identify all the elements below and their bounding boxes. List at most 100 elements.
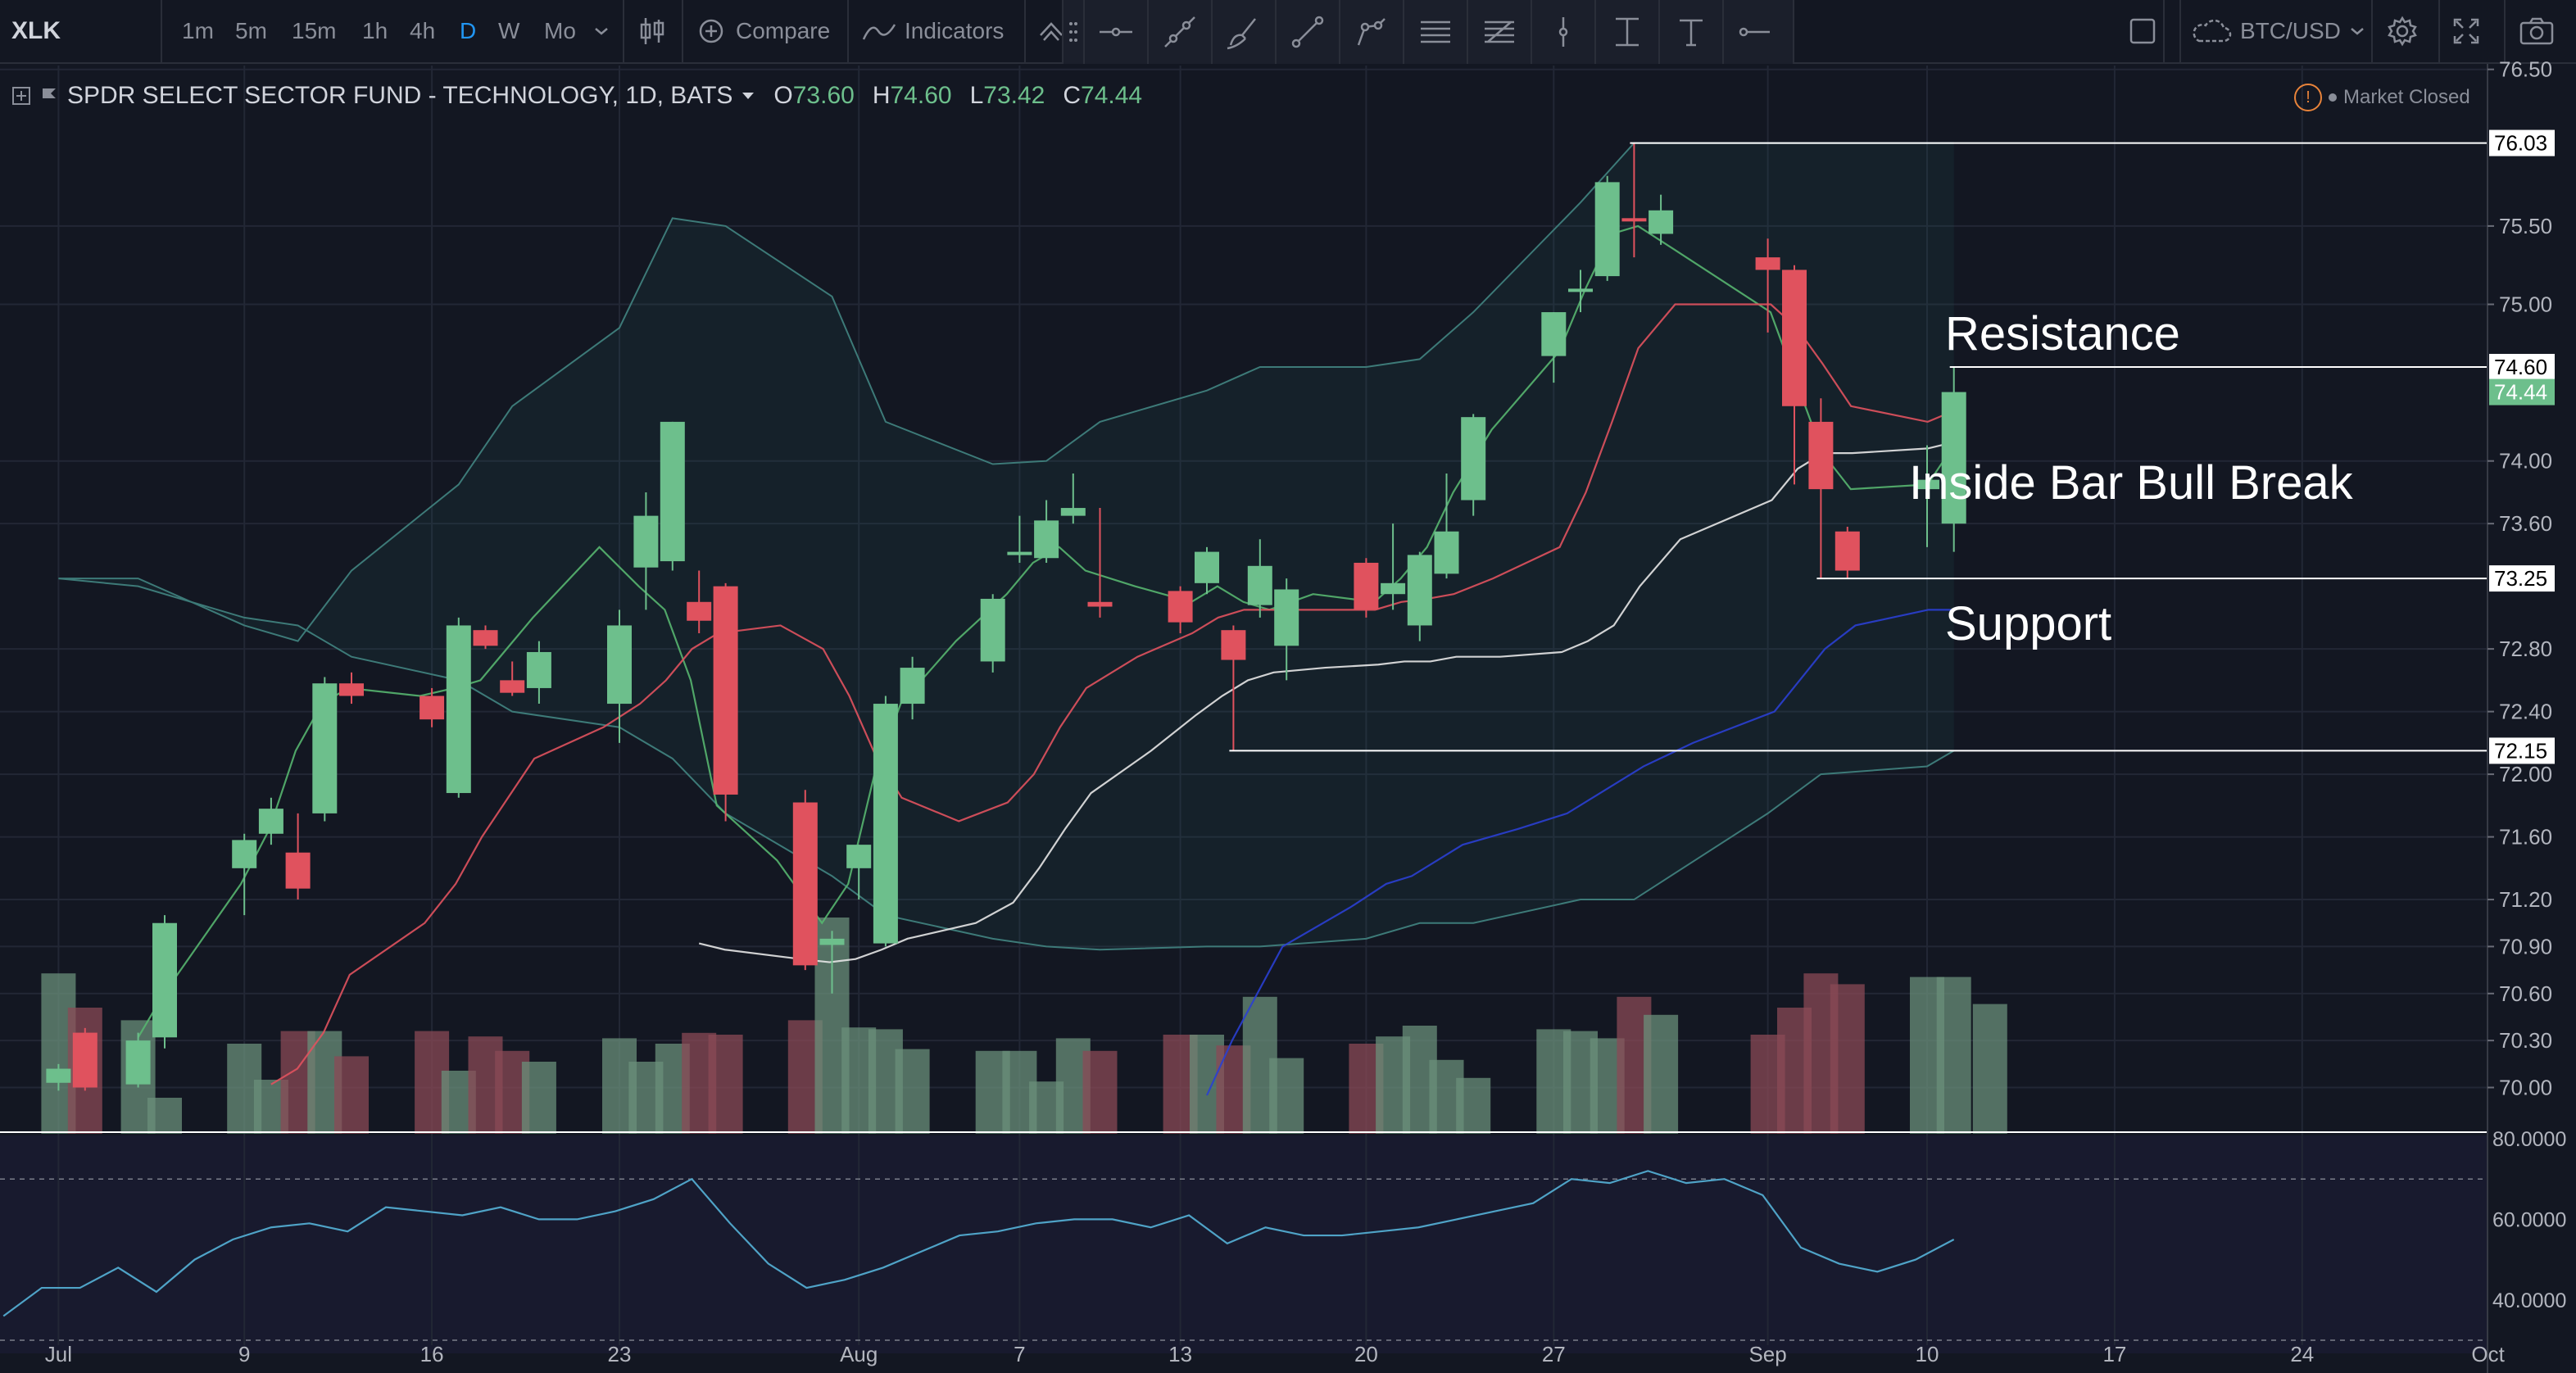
toolbar-separator xyxy=(2438,0,2440,62)
candle-body xyxy=(258,809,283,834)
fib-tool[interactable] xyxy=(1468,0,1532,64)
symbol-search[interactable]: XLK xyxy=(11,17,61,44)
price-range-tool[interactable] xyxy=(1596,0,1660,64)
compare-button[interactable]: Compare xyxy=(698,0,830,62)
interval-15m[interactable]: 15m xyxy=(292,18,337,43)
line-tool[interactable] xyxy=(1277,0,1340,64)
price-marker-label: 72.15 xyxy=(2494,738,2547,763)
fullscreen-button[interactable] xyxy=(2451,0,2481,62)
candles-group xyxy=(46,143,1966,1091)
candle-body xyxy=(1407,555,1432,626)
caret-down-icon[interactable] xyxy=(741,91,755,101)
interval-mo[interactable]: Mo xyxy=(544,18,576,43)
candle-body xyxy=(846,845,872,868)
candle-body xyxy=(285,852,311,889)
settings-button[interactable] xyxy=(2386,0,2419,62)
chevron-down-icon xyxy=(2351,28,2364,35)
candle-body xyxy=(1808,421,1834,490)
time-tick-label: Aug xyxy=(840,1342,878,1366)
rsi-tick-label: 60.0000 xyxy=(2492,1208,2566,1231)
candle-body xyxy=(1274,589,1299,646)
toolbar-separator xyxy=(161,0,162,62)
time-tick-label: Jul xyxy=(45,1342,72,1366)
candle-body xyxy=(607,625,632,705)
volume-bar xyxy=(1082,1050,1118,1134)
toolbar-separator xyxy=(2504,0,2506,62)
interval-4h[interactable]: 4h xyxy=(410,18,436,43)
time-tick-label: Sep xyxy=(1748,1342,1786,1366)
high-value: 74.60 xyxy=(890,82,952,109)
price-tick-label: 75.00 xyxy=(2499,292,2552,317)
bollinger-lower-line xyxy=(58,578,1955,951)
text-icon xyxy=(1680,19,1703,47)
price-tick-label: 70.60 xyxy=(2499,981,2552,1006)
toolbar-separator xyxy=(2371,0,2373,62)
flag-icon[interactable] xyxy=(39,86,59,106)
interval-5m[interactable]: 5m xyxy=(235,18,267,43)
expand-icon[interactable] xyxy=(11,86,31,106)
vertical-line-tool[interactable] xyxy=(1532,0,1596,64)
time-tick-label: 7 xyxy=(1014,1342,1025,1366)
price-tick-label: 72.00 xyxy=(2499,762,2552,786)
candle-body xyxy=(900,668,925,705)
candle-body xyxy=(1434,531,1459,574)
ray-tool[interactable] xyxy=(1724,0,1786,64)
candle-body xyxy=(1594,182,1620,277)
templates-button[interactable] xyxy=(1037,0,1065,62)
cloud-icon xyxy=(2193,19,2232,43)
rsi-tick-label: 80.0000 xyxy=(2492,1128,2566,1151)
price-tick-label: 75.50 xyxy=(2499,214,2552,238)
low-label: L xyxy=(969,82,984,109)
candle-body xyxy=(873,704,898,944)
interval-d[interactable]: D xyxy=(460,18,477,43)
interval-1m[interactable]: 1m xyxy=(182,18,214,43)
path-tool[interactable] xyxy=(1340,0,1404,64)
price-marker-label: 74.44 xyxy=(2494,380,2547,405)
volume-bar xyxy=(708,1035,743,1134)
ma-red-line xyxy=(270,303,1955,1085)
candle-body xyxy=(312,683,338,813)
chart-legend: SPDR SELECT SECTOR FUND - TECHNOLOGY, 1D… xyxy=(11,82,1142,110)
parallel-channel-tool[interactable] xyxy=(1404,0,1468,64)
close-label: C xyxy=(1063,82,1082,109)
indicators-button[interactable]: Indicators xyxy=(862,0,1004,62)
candle-body xyxy=(1915,479,1939,490)
price-marker-label: 73.25 xyxy=(2494,566,2547,591)
candle-body xyxy=(420,696,445,720)
text-tool[interactable] xyxy=(1660,0,1724,64)
line-icon xyxy=(1291,16,1324,48)
interval-1h[interactable]: 1h xyxy=(362,18,388,43)
price-marker-tag xyxy=(2489,378,2555,406)
drag-handle[interactable] xyxy=(1064,0,1085,64)
trend-line-tool[interactable] xyxy=(1149,0,1213,64)
candle-body xyxy=(1221,630,1246,660)
time-tick-label: 20 xyxy=(1354,1342,1378,1366)
candle-body xyxy=(526,651,551,688)
close-value: 74.44 xyxy=(1081,82,1143,109)
candle-body xyxy=(500,680,525,693)
candle-body xyxy=(1195,551,1219,583)
rsi-tick-label: 40.0000 xyxy=(2492,1289,2566,1312)
horizontal-ray-tool[interactable] xyxy=(1085,0,1149,64)
toolbar-separator xyxy=(2179,0,2181,62)
screenshot-button[interactable] xyxy=(2519,0,2555,62)
price-tick-label: 72.40 xyxy=(2499,700,2552,724)
price-marker-label: 74.60 xyxy=(2494,355,2547,379)
interval-dropdown[interactable] xyxy=(593,0,610,62)
time-tick-label: 17 xyxy=(2102,1342,2126,1366)
square-icon xyxy=(2129,18,2156,44)
candle-body xyxy=(46,1068,71,1083)
interval-w[interactable]: W xyxy=(498,18,520,43)
candle-body xyxy=(125,1040,151,1085)
pair-selector[interactable]: BTC/USD xyxy=(2189,0,2365,62)
price-marker-tag xyxy=(2489,353,2555,380)
price-marker-tag xyxy=(2489,737,2555,764)
brush-tool[interactable] xyxy=(1213,0,1277,64)
candles-icon xyxy=(640,18,664,44)
price-marker-label: 76.03 xyxy=(2494,131,2547,156)
candle-body xyxy=(1782,270,1807,406)
price-tick-label: 71.20 xyxy=(2499,887,2552,912)
layout-button[interactable] xyxy=(2129,0,2156,62)
chart-type-button[interactable] xyxy=(637,0,667,62)
